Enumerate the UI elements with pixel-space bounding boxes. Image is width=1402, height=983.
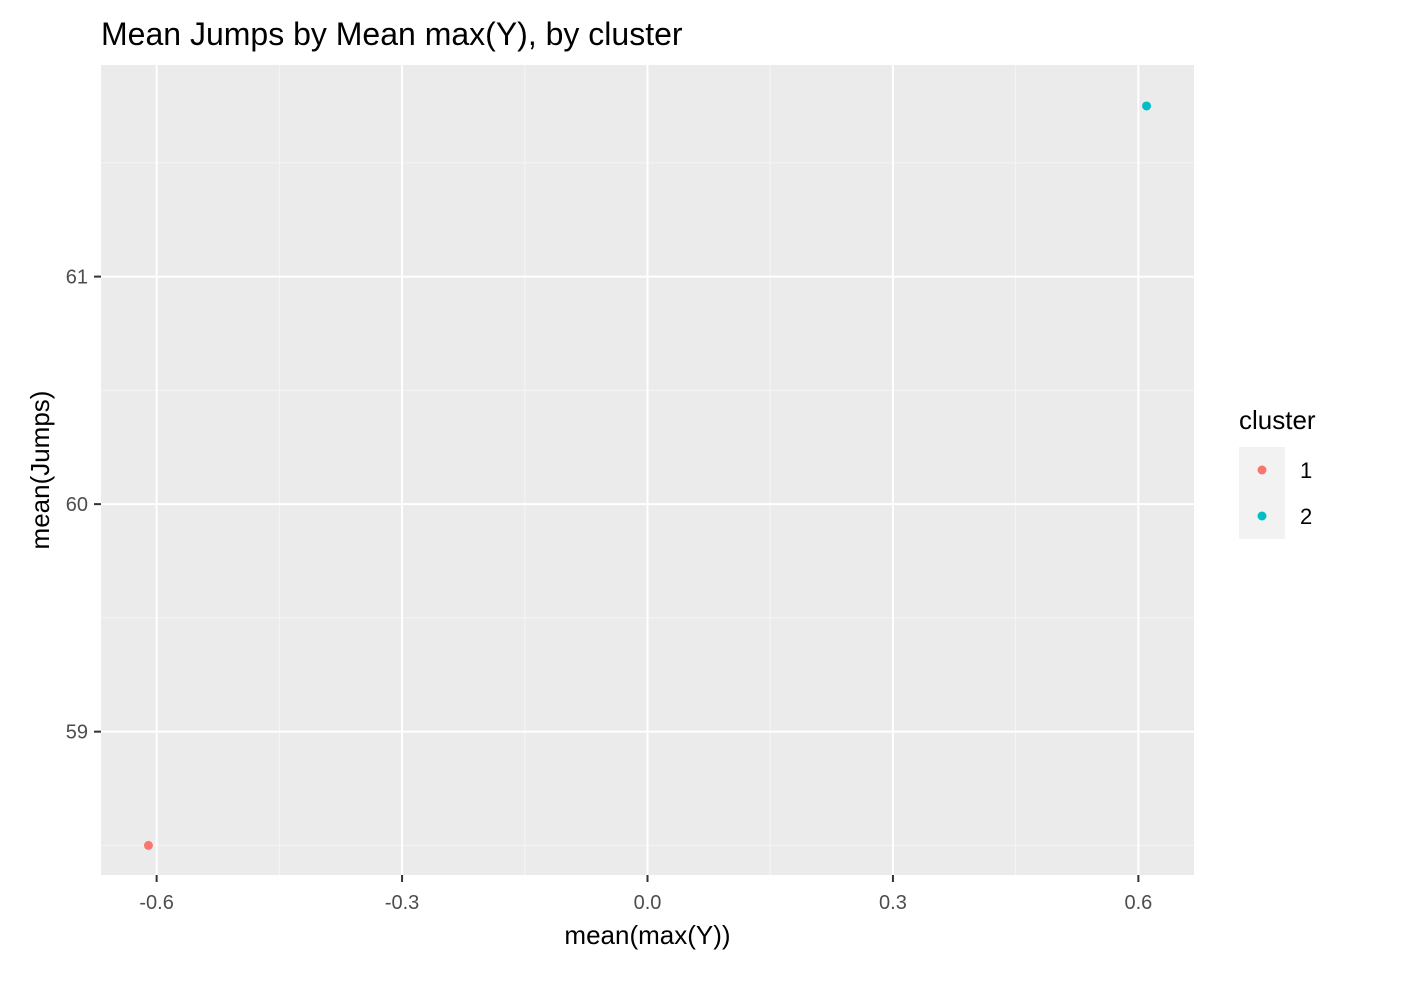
legend-entries: 12 bbox=[1239, 447, 1312, 539]
legend-title: cluster bbox=[1239, 405, 1316, 435]
x-tick-label: 0.6 bbox=[1124, 892, 1152, 914]
data-points bbox=[143, 101, 1152, 850]
data-point-cluster-1 bbox=[143, 840, 153, 850]
x-axis-title: mean(max(Y)) bbox=[564, 920, 730, 950]
grid-major bbox=[101, 65, 1194, 875]
legend-key-1 bbox=[1257, 465, 1267, 475]
legend: cluster 12 bbox=[1239, 405, 1316, 539]
y-tick-label: 61 bbox=[66, 267, 88, 289]
y-axis: 59 60 61 bbox=[66, 267, 101, 744]
legend-label: 2 bbox=[1300, 504, 1312, 529]
chart-title: Mean Jumps by Mean max(Y), by cluster bbox=[101, 16, 683, 52]
data-point-cluster-2 bbox=[1142, 101, 1152, 111]
x-tick-label: -0.3 bbox=[385, 892, 419, 914]
x-tick-label: -0.6 bbox=[139, 892, 173, 914]
y-tick-label: 60 bbox=[66, 494, 88, 516]
x-axis: -0.6 -0.3 0.0 0.3 0.6 bbox=[139, 875, 1152, 914]
legend-label: 1 bbox=[1300, 458, 1312, 483]
legend-key-2 bbox=[1257, 511, 1267, 521]
x-tick-label: 0.0 bbox=[634, 892, 662, 914]
y-tick-label: 59 bbox=[66, 722, 88, 744]
y-axis-title: mean(Jumps) bbox=[25, 391, 55, 550]
x-tick-label: 0.3 bbox=[879, 892, 907, 914]
